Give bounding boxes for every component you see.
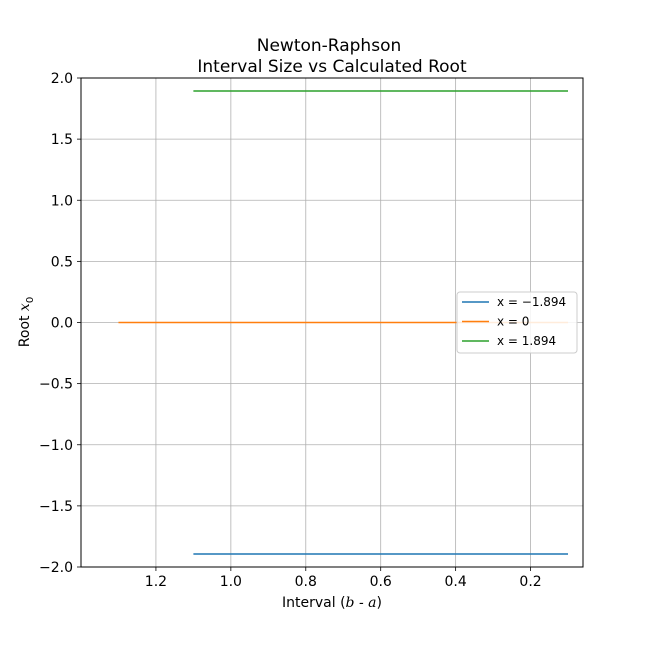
x-tick-label: 1.2 xyxy=(145,574,167,590)
x-ticks: 1.2 1.0 0.8 0.6 0.4 0.2 xyxy=(145,567,542,590)
y-axis-label-sub: 0 xyxy=(25,297,36,303)
y-tick-label: 0.5 xyxy=(51,254,73,270)
y-tick-label: 2.0 xyxy=(51,71,73,87)
y-ticks: 2.0 1.5 1.0 0.5 0.0 −0.5 −1.0 −1.5 −2.0 xyxy=(39,71,81,576)
y-axis-label: Root x0 xyxy=(17,297,36,347)
legend-label-3: x = 1.894 xyxy=(497,334,556,348)
y-tick-label: 1.5 xyxy=(51,132,73,148)
x-tick-label: 0.2 xyxy=(519,574,541,590)
y-axis-label-math: x xyxy=(17,303,33,311)
y-axis-label-text: Root xyxy=(17,311,33,347)
legend-label-1: x = −1.894 xyxy=(497,295,566,309)
y-tick-label: −0.5 xyxy=(39,377,73,393)
legend-box xyxy=(456,291,578,354)
x-tick-label: 0.8 xyxy=(295,574,317,590)
x-axis-label-text: Interval ( xyxy=(282,595,346,611)
y-tick-label: 0.0 xyxy=(51,316,73,332)
y-tick-label: 1.0 xyxy=(51,193,73,209)
chart-title-line-2: Interval Size vs Calculated Root xyxy=(197,57,467,77)
x-axis-label-suffix: ) xyxy=(377,595,382,611)
legend: x = −1.894 x = 0 x = 1.894 xyxy=(456,291,578,354)
y-tick-label: −1.5 xyxy=(39,499,73,515)
x-axis-label: Interval (b - a) xyxy=(282,595,382,611)
chart-title-line-1: Newton-Raphson xyxy=(257,36,402,56)
legend-label-2: x = 0 xyxy=(497,315,529,329)
x-tick-label: 0.4 xyxy=(444,574,466,590)
y-tick-label: −2.0 xyxy=(39,560,73,576)
x-tick-label: 0.6 xyxy=(370,574,392,590)
x-tick-label: 1.0 xyxy=(220,574,242,590)
y-tick-label: −1.0 xyxy=(39,438,73,454)
x-axis-label-math: b - a xyxy=(346,595,377,611)
